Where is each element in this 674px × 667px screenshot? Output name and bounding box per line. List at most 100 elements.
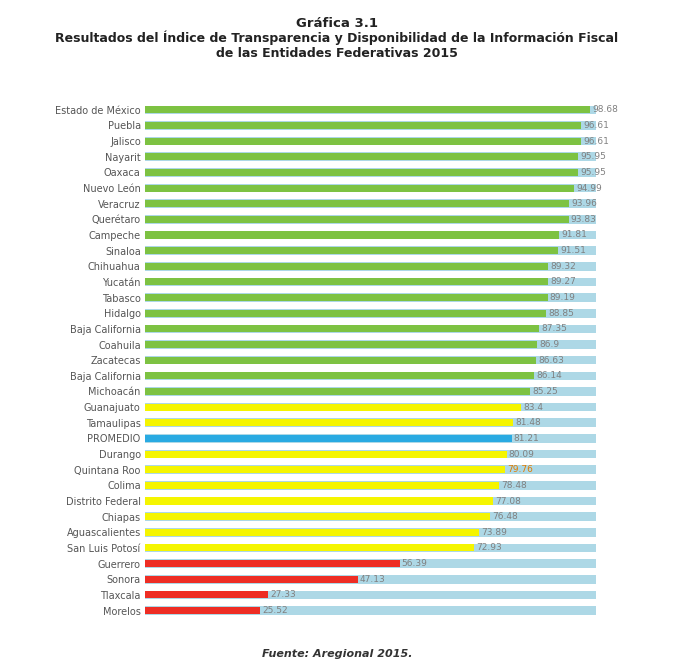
Text: 78.48: 78.48: [501, 481, 527, 490]
Text: 96.61: 96.61: [584, 121, 609, 130]
Bar: [145, 420, 513, 426]
Bar: [145, 592, 268, 598]
Bar: [145, 356, 596, 364]
Text: 85.25: 85.25: [532, 387, 558, 396]
Bar: [145, 607, 260, 614]
Bar: [145, 606, 596, 615]
Bar: [145, 576, 358, 583]
Bar: [145, 544, 596, 552]
Bar: [145, 560, 400, 567]
Text: 89.27: 89.27: [550, 277, 576, 286]
Bar: [145, 434, 596, 443]
Bar: [145, 105, 596, 114]
Text: 27.33: 27.33: [270, 590, 297, 600]
Text: 98.68: 98.68: [592, 105, 619, 114]
Bar: [145, 216, 569, 223]
Text: 93.96: 93.96: [572, 199, 597, 208]
Text: 89.32: 89.32: [551, 261, 576, 271]
Bar: [145, 481, 596, 490]
Bar: [145, 387, 596, 396]
Text: 77.08: 77.08: [495, 496, 521, 506]
Bar: [145, 246, 596, 255]
Text: 81.21: 81.21: [514, 434, 540, 443]
Bar: [145, 341, 537, 348]
Bar: [145, 450, 507, 458]
Bar: [145, 247, 558, 254]
Bar: [145, 404, 522, 411]
Bar: [145, 575, 596, 584]
Text: Fuente: Aregional 2015.: Fuente: Aregional 2015.: [262, 649, 412, 659]
Bar: [145, 528, 596, 537]
Bar: [145, 497, 596, 506]
Bar: [145, 183, 596, 192]
Text: 47.13: 47.13: [360, 575, 386, 584]
Bar: [145, 512, 596, 521]
Text: 91.51: 91.51: [560, 246, 586, 255]
Bar: [145, 529, 479, 536]
Text: 80.09: 80.09: [509, 450, 534, 459]
Text: Gráfica 3.1: Gráfica 3.1: [296, 17, 378, 29]
Bar: [145, 137, 581, 145]
Bar: [145, 215, 596, 223]
Bar: [145, 309, 546, 317]
Bar: [145, 263, 548, 270]
Bar: [145, 418, 596, 427]
Bar: [145, 278, 548, 285]
Text: 87.35: 87.35: [542, 324, 568, 334]
Text: 93.83: 93.83: [571, 215, 596, 224]
Bar: [145, 482, 499, 489]
Bar: [145, 277, 596, 286]
Text: 56.39: 56.39: [402, 559, 427, 568]
Bar: [145, 590, 596, 599]
Bar: [145, 122, 581, 129]
Text: 95.95: 95.95: [580, 152, 607, 161]
Bar: [145, 513, 490, 520]
Bar: [145, 200, 569, 207]
Text: 86.14: 86.14: [536, 372, 562, 380]
Text: 86.63: 86.63: [539, 356, 564, 365]
Text: 83.4: 83.4: [524, 403, 544, 412]
Text: 76.48: 76.48: [493, 512, 518, 521]
Text: 96.61: 96.61: [584, 137, 609, 145]
Bar: [145, 262, 596, 271]
Bar: [145, 231, 596, 239]
Bar: [145, 372, 534, 380]
Bar: [145, 293, 596, 302]
Bar: [145, 294, 547, 301]
Text: 88.85: 88.85: [549, 309, 574, 317]
Bar: [145, 169, 578, 176]
Bar: [145, 560, 596, 568]
Bar: [145, 357, 536, 364]
Bar: [145, 153, 596, 161]
Text: 95.95: 95.95: [580, 168, 607, 177]
Text: 89.19: 89.19: [550, 293, 576, 302]
Text: Resultados del Índice de Transparencia y Disponibilidad de la Información Fiscal: Resultados del Índice de Transparencia y…: [55, 30, 619, 59]
Text: 86.9: 86.9: [539, 340, 559, 349]
Bar: [145, 121, 596, 130]
Bar: [145, 466, 596, 474]
Text: 94.99: 94.99: [576, 183, 602, 193]
Bar: [145, 309, 596, 317]
Bar: [145, 372, 596, 380]
Text: 81.48: 81.48: [515, 418, 541, 428]
Bar: [145, 435, 512, 442]
Bar: [145, 168, 596, 177]
Bar: [145, 544, 474, 552]
Bar: [145, 340, 596, 349]
Bar: [145, 153, 578, 160]
Text: 73.89: 73.89: [481, 528, 507, 537]
Bar: [145, 466, 505, 474]
Bar: [145, 450, 596, 458]
Bar: [145, 137, 596, 145]
Text: 72.93: 72.93: [477, 544, 502, 552]
Bar: [145, 185, 574, 191]
Bar: [145, 403, 596, 412]
Text: 25.52: 25.52: [262, 606, 288, 615]
Bar: [145, 388, 530, 395]
Bar: [145, 325, 596, 334]
Text: 79.76: 79.76: [508, 465, 533, 474]
Bar: [145, 199, 596, 208]
Bar: [145, 325, 539, 332]
Text: 91.81: 91.81: [561, 231, 588, 239]
Bar: [145, 498, 493, 504]
